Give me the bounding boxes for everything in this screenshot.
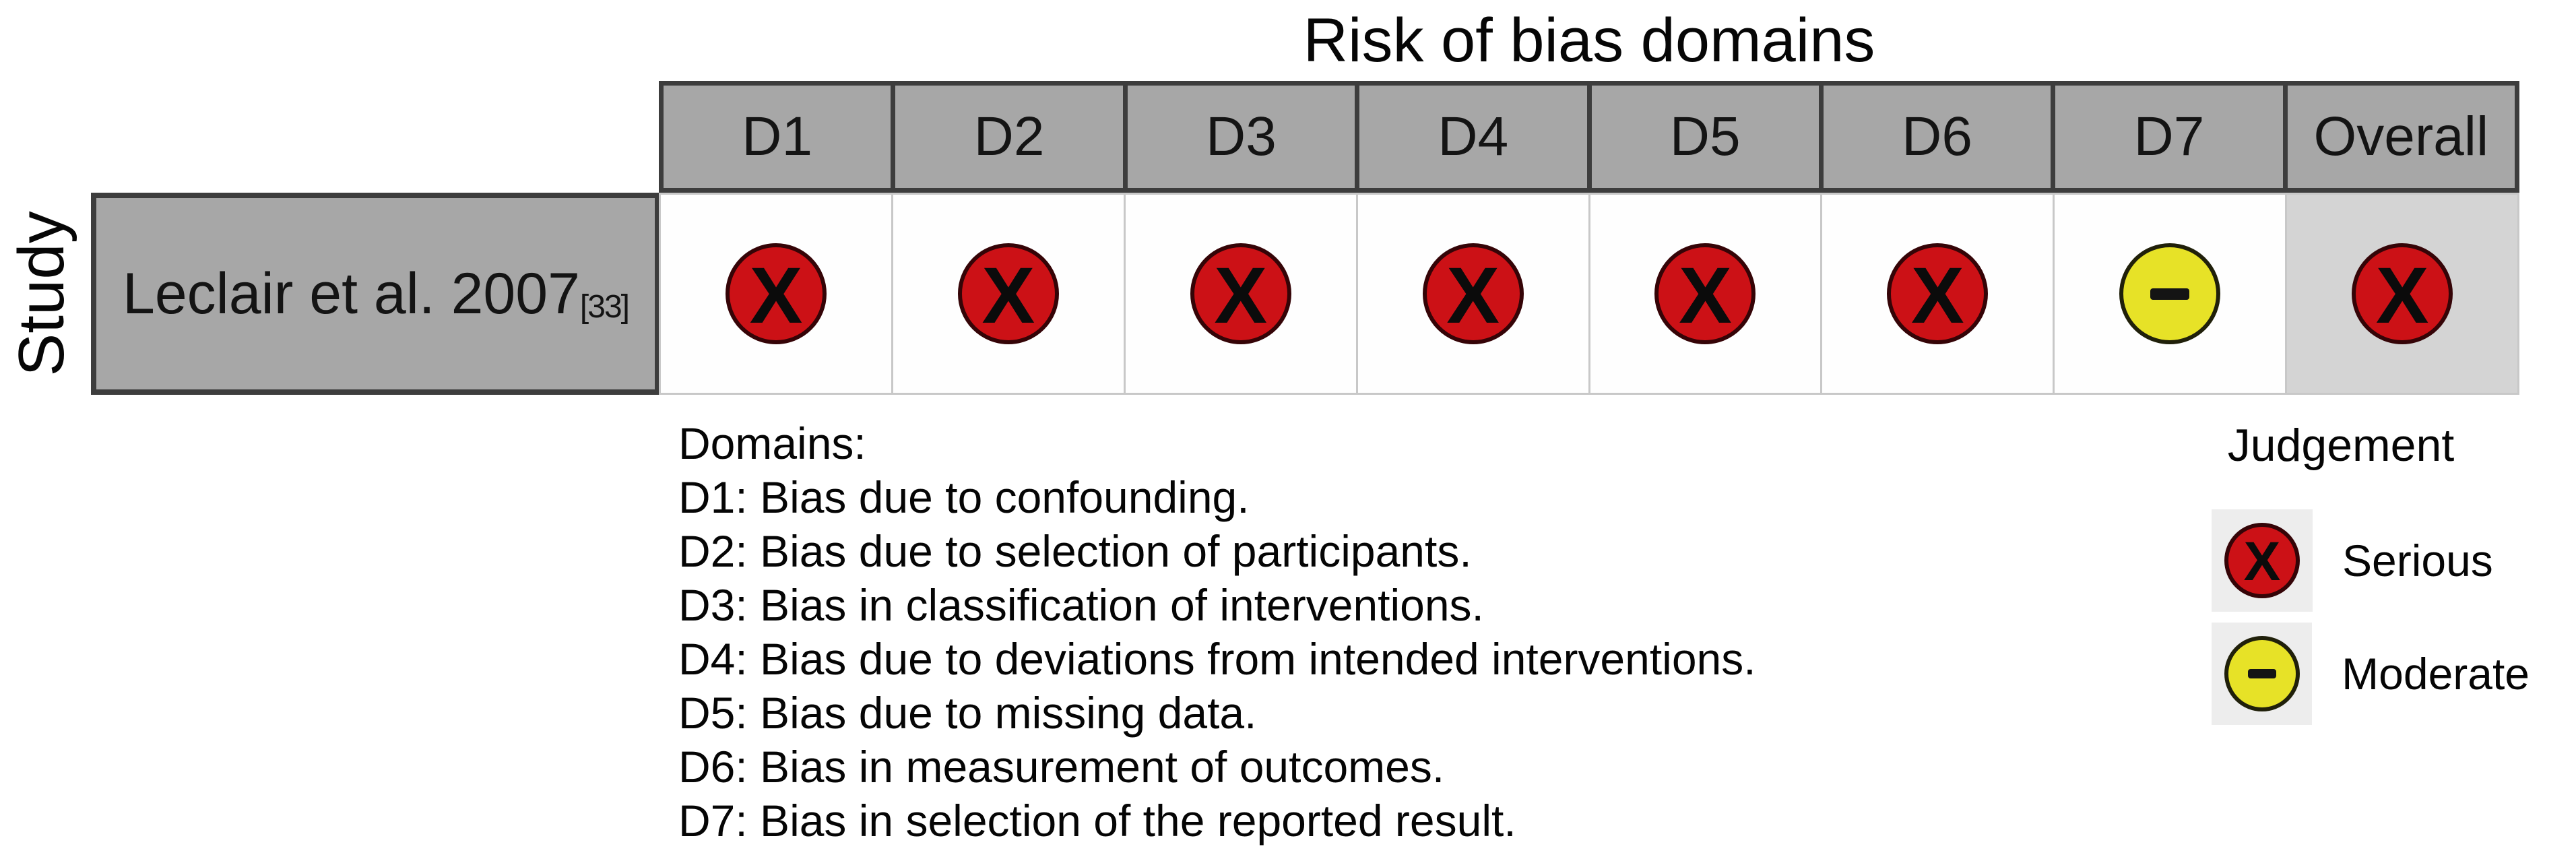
serious-judgement-icon: X: [725, 243, 827, 344]
judgement-cell-d5: X: [1590, 195, 1821, 393]
legend-item-serious: X Serious: [2212, 509, 2530, 612]
judgement-cell-d1: X: [661, 195, 891, 393]
judgement-cell-overall: X: [2287, 195, 2517, 393]
legend-key: -: [2212, 623, 2313, 725]
serious-judgement-icon: X: [2224, 523, 2300, 598]
domain-header-row: D1 D2 D3 D4 D5 D6 D7 Overall: [659, 81, 2519, 193]
judgement-row: X X X X X X: [659, 193, 2519, 395]
domains-footnote: Domains: D1: Bias due to confounding. D2…: [678, 416, 1756, 848]
judgement-cell-d4: X: [1357, 195, 1588, 393]
moderate-judgement-icon: -: [2119, 243, 2221, 344]
legend-title: Judgement: [2227, 420, 2455, 471]
column-header-d2: D2: [895, 86, 1123, 188]
figure-title: Risk of bias domains: [1303, 6, 1875, 75]
column-header-d6: D6: [1823, 86, 2051, 188]
serious-judgement-icon: X: [1654, 243, 1756, 344]
column-header-d7: D7: [2055, 86, 2283, 188]
judgement-cell-d7: -: [2055, 195, 2286, 393]
column-header-d3: D3: [1127, 86, 1355, 188]
serious-judgement-icon: X: [1887, 243, 1989, 344]
domain-definition-d2: D2: Bias due to selection of participant…: [678, 526, 1472, 576]
legend-key: X: [2212, 509, 2313, 612]
judgement-cell-d6: X: [1822, 195, 2053, 393]
column-header-d4: D4: [1359, 86, 1587, 188]
column-header-overall: Overall: [2287, 86, 2515, 188]
serious-judgement-icon: X: [1190, 243, 1291, 344]
domain-definition-d7: D7: Bias in selection of the reported re…: [678, 796, 1516, 846]
judgement-legend: Judgement X Serious - Moderate: [2193, 419, 2530, 725]
judgement-cell-d3: X: [1125, 195, 1356, 393]
domain-definition-d3: D3: Bias in classification of interventi…: [678, 580, 1484, 630]
serious-judgement-icon: X: [1422, 243, 1524, 344]
serious-judgement-icon: X: [957, 243, 1059, 344]
footnote-heading: Domains:: [678, 418, 866, 468]
domain-definition-d1: D1: Bias due to confounding.: [678, 472, 1250, 522]
column-header-d1: D1: [664, 86, 891, 188]
study-name: Leclair et al. 2007[33]: [123, 261, 630, 326]
domain-definition-d5: D5: Bias due to missing data.: [678, 688, 1257, 738]
domain-definition-d6: D6: Bias in measurement of outcomes.: [678, 742, 1445, 792]
study-axis-label: Study: [5, 211, 77, 377]
domain-definition-d4: D4: Bias due to deviations from intended…: [678, 634, 1756, 684]
legend-label-serious: Serious: [2342, 536, 2493, 585]
legend-item-moderate: - Moderate: [2212, 623, 2530, 725]
judgement-cell-d2: X: [893, 195, 1124, 393]
study-name-cell: Leclair et al. 2007[33]: [91, 193, 660, 395]
study-reference: [33]: [579, 288, 630, 325]
serious-judgement-icon: X: [2352, 243, 2453, 344]
moderate-judgement-icon: -: [2224, 636, 2300, 711]
legend-label-moderate: Moderate: [2342, 649, 2530, 699]
column-header-d5: D5: [1591, 86, 1819, 188]
